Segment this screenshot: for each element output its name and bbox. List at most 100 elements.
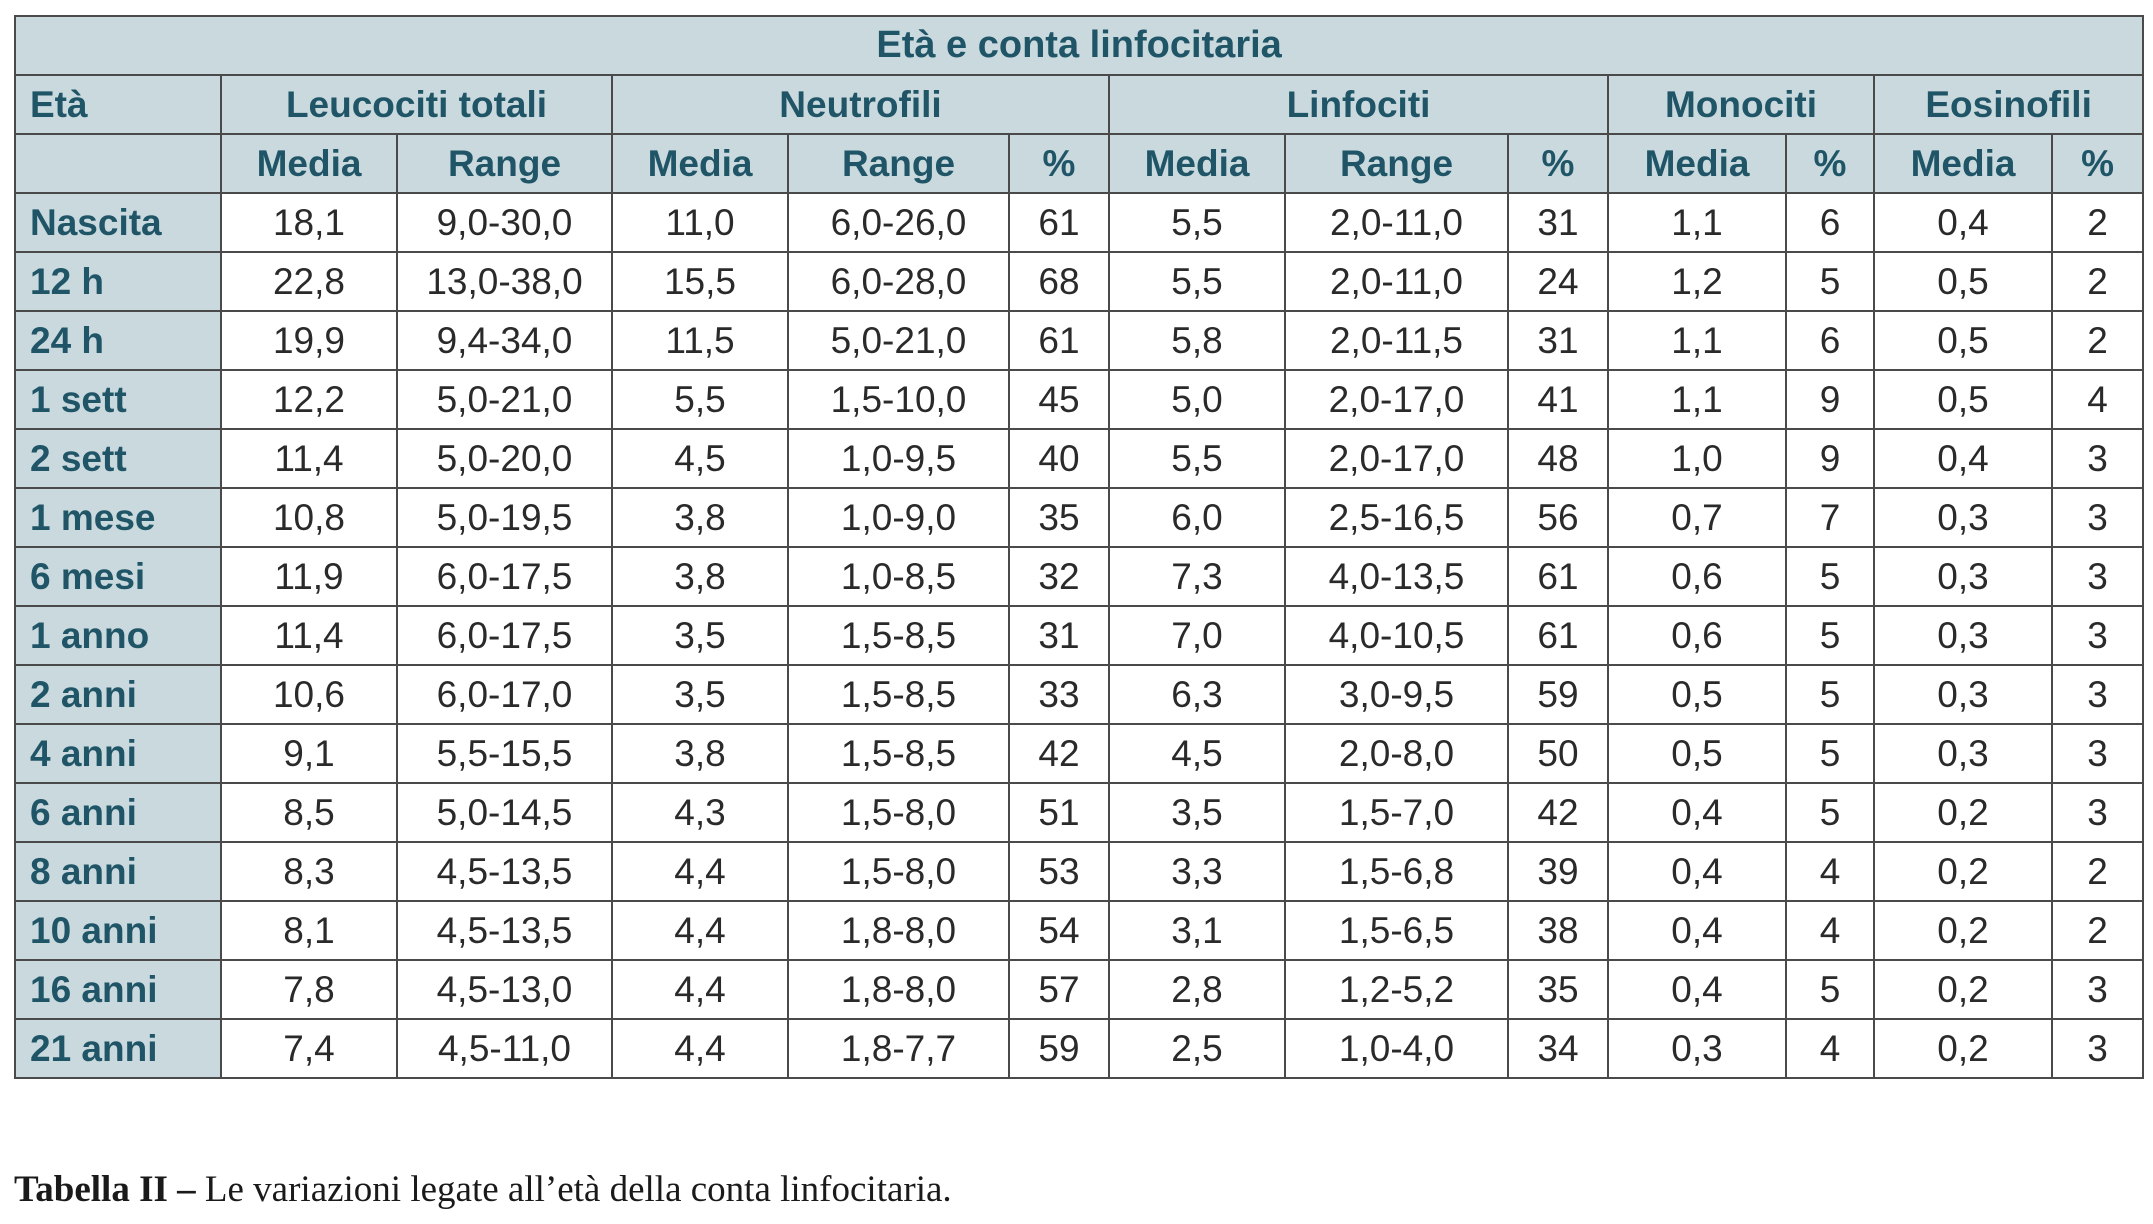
- row-age-label: 10 anni: [14, 900, 222, 961]
- table-cell: 5,8: [1108, 310, 1286, 371]
- row-age-label: 24 h: [14, 310, 222, 371]
- table-cell: 9: [1785, 369, 1875, 430]
- table-cell: 1,0-9,5: [787, 428, 1010, 489]
- sub-header-row: Media Range Media Range % Media Range % …: [14, 133, 2145, 194]
- table-cell: 59: [1507, 664, 1609, 725]
- table-cell: 4: [1785, 841, 1875, 902]
- table-cell: 2: [2050, 192, 2145, 253]
- table-cell: 9,1: [220, 723, 398, 784]
- row-age-label: 2 sett: [14, 428, 222, 489]
- table-cell: 53: [1008, 841, 1110, 902]
- table-cell: 31: [1507, 192, 1609, 253]
- sub-header: Media: [1873, 133, 2053, 194]
- table-cell: 1,5-8,5: [787, 723, 1010, 784]
- table-cell: 6: [1785, 310, 1875, 371]
- table-row: 2 anni 10,6 6,0-17,0 3,5 1,5-8,5 33 6,3 3,0-9,5…: [14, 664, 2145, 725]
- table-cell: 6,0-17,5: [396, 546, 613, 607]
- table-cell: 1,5-6,5: [1284, 900, 1509, 961]
- sub-header: %: [1008, 133, 1110, 194]
- table-cell: 42: [1507, 782, 1609, 843]
- row-age-label: 8 anni: [14, 841, 222, 902]
- table-cell: 3: [2050, 546, 2145, 607]
- table-cell: 5: [1785, 959, 1875, 1020]
- table-cell: 54: [1008, 900, 1110, 961]
- table-cell: 5: [1785, 664, 1875, 725]
- table-cell: 5: [1785, 782, 1875, 843]
- sub-header-empty: [14, 133, 222, 194]
- table-cell: 5,5: [611, 369, 789, 430]
- table-cell: 31: [1507, 310, 1609, 371]
- table-cell: 8,5: [220, 782, 398, 843]
- table-cell: 0,5: [1607, 664, 1787, 725]
- table-cell: 32: [1008, 546, 1110, 607]
- table-cell: 0,3: [1873, 487, 2053, 548]
- table-cell: 3: [2050, 782, 2145, 843]
- table-cell: 4,5-13,5: [396, 900, 613, 961]
- table-cell: 10,8: [220, 487, 398, 548]
- table-cell: 4,4: [611, 900, 789, 961]
- table-cell: 2: [2050, 251, 2145, 312]
- table-cell: 11,0: [611, 192, 789, 253]
- table-cell: 13,0-38,0: [396, 251, 613, 312]
- table-cell: 3,1: [1108, 900, 1286, 961]
- table-cell: 6: [1785, 192, 1875, 253]
- table-cell: 3,8: [611, 487, 789, 548]
- caption-text: Le variazioni legate all’età della conta…: [195, 1169, 952, 1210]
- table-cell: 0,5: [1873, 251, 2053, 312]
- table-cell: 3,0-9,5: [1284, 664, 1509, 725]
- header-monociti: Monociti: [1607, 74, 1875, 135]
- table-cell: 4: [2050, 369, 2145, 430]
- table-row: 6 anni 8,5 5,0-14,5 4,3 1,5-8,0 51 3,5 1,5-7,0 4…: [14, 782, 2145, 843]
- sub-header: Range: [787, 133, 1010, 194]
- table-cell: 2,0-17,0: [1284, 369, 1509, 430]
- table-cell: 3: [2050, 428, 2145, 489]
- table-cell: 2,0-17,0: [1284, 428, 1509, 489]
- table-cell: 0,2: [1873, 1018, 2053, 1079]
- table-cell: 3,5: [611, 605, 789, 666]
- table-cell: 5: [1785, 605, 1875, 666]
- table-cell: 1,5-7,0: [1284, 782, 1509, 843]
- row-age-label: 2 anni: [14, 664, 222, 725]
- table-cell: 9,4-34,0: [396, 310, 613, 371]
- table-caption: Tabella II – Le variazioni legate all’et…: [14, 1168, 952, 1211]
- table-cell: 0,4: [1607, 841, 1787, 902]
- caption-label: Tabella II –: [14, 1169, 196, 1210]
- table-cell: 41: [1507, 369, 1609, 430]
- table-cell: 0,3: [1873, 605, 2053, 666]
- table-row: 8 anni 8,3 4,5-13,5 4,4 1,5-8,0 53 3,3 1,5-6,8 3…: [14, 841, 2145, 902]
- table-cell: 5,0-19,5: [396, 487, 613, 548]
- table-cell: 48: [1507, 428, 1609, 489]
- table-cell: 5,0-21,0: [787, 310, 1010, 371]
- header-age: Età: [14, 74, 222, 135]
- sub-header: %: [1507, 133, 1609, 194]
- table-cell: 3,8: [611, 723, 789, 784]
- table-cell: 0,4: [1873, 428, 2053, 489]
- table-cell: 0,5: [1873, 369, 2053, 430]
- table-cell: 1,1: [1607, 192, 1787, 253]
- table-row: 12 h 22,8 13,0-38,0 15,5 6,0-28,0 68 5,5 2,0-11…: [14, 251, 2145, 312]
- table-cell: 1,2: [1607, 251, 1787, 312]
- table-row: 24 h 19,9 9,4-34,0 11,5 5,0-21,0 61 5,8 2,0-11,…: [14, 310, 2145, 371]
- table-cell: 7,3: [1108, 546, 1286, 607]
- table-cell: 9: [1785, 428, 1875, 489]
- row-age-label: 4 anni: [14, 723, 222, 784]
- table-cell: 0,3: [1873, 664, 2053, 725]
- table-cell: 5,0-21,0: [396, 369, 613, 430]
- table-cell: 11,9: [220, 546, 398, 607]
- table-cell: 4: [1785, 1018, 1875, 1079]
- table-cell: 39: [1507, 841, 1609, 902]
- row-age-label: 6 mesi: [14, 546, 222, 607]
- table-body: Nascita 18,1 9,0-30,0 11,0 6,0-26,0 61 5,5 2,0-…: [14, 192, 2145, 1079]
- table-cell: 6,3: [1108, 664, 1286, 725]
- row-age-label: Nascita: [14, 192, 222, 253]
- table-cell: 0,2: [1873, 900, 2053, 961]
- table-cell: 4,5-13,0: [396, 959, 613, 1020]
- table-cell: 0,4: [1607, 782, 1787, 843]
- table-cell: 68: [1008, 251, 1110, 312]
- table-cell: 24: [1507, 251, 1609, 312]
- row-age-label: 1 anno: [14, 605, 222, 666]
- table-cell: 5,5-15,5: [396, 723, 613, 784]
- table-cell: 3,5: [611, 664, 789, 725]
- sub-header: Range: [1284, 133, 1509, 194]
- table-cell: 5: [1785, 723, 1875, 784]
